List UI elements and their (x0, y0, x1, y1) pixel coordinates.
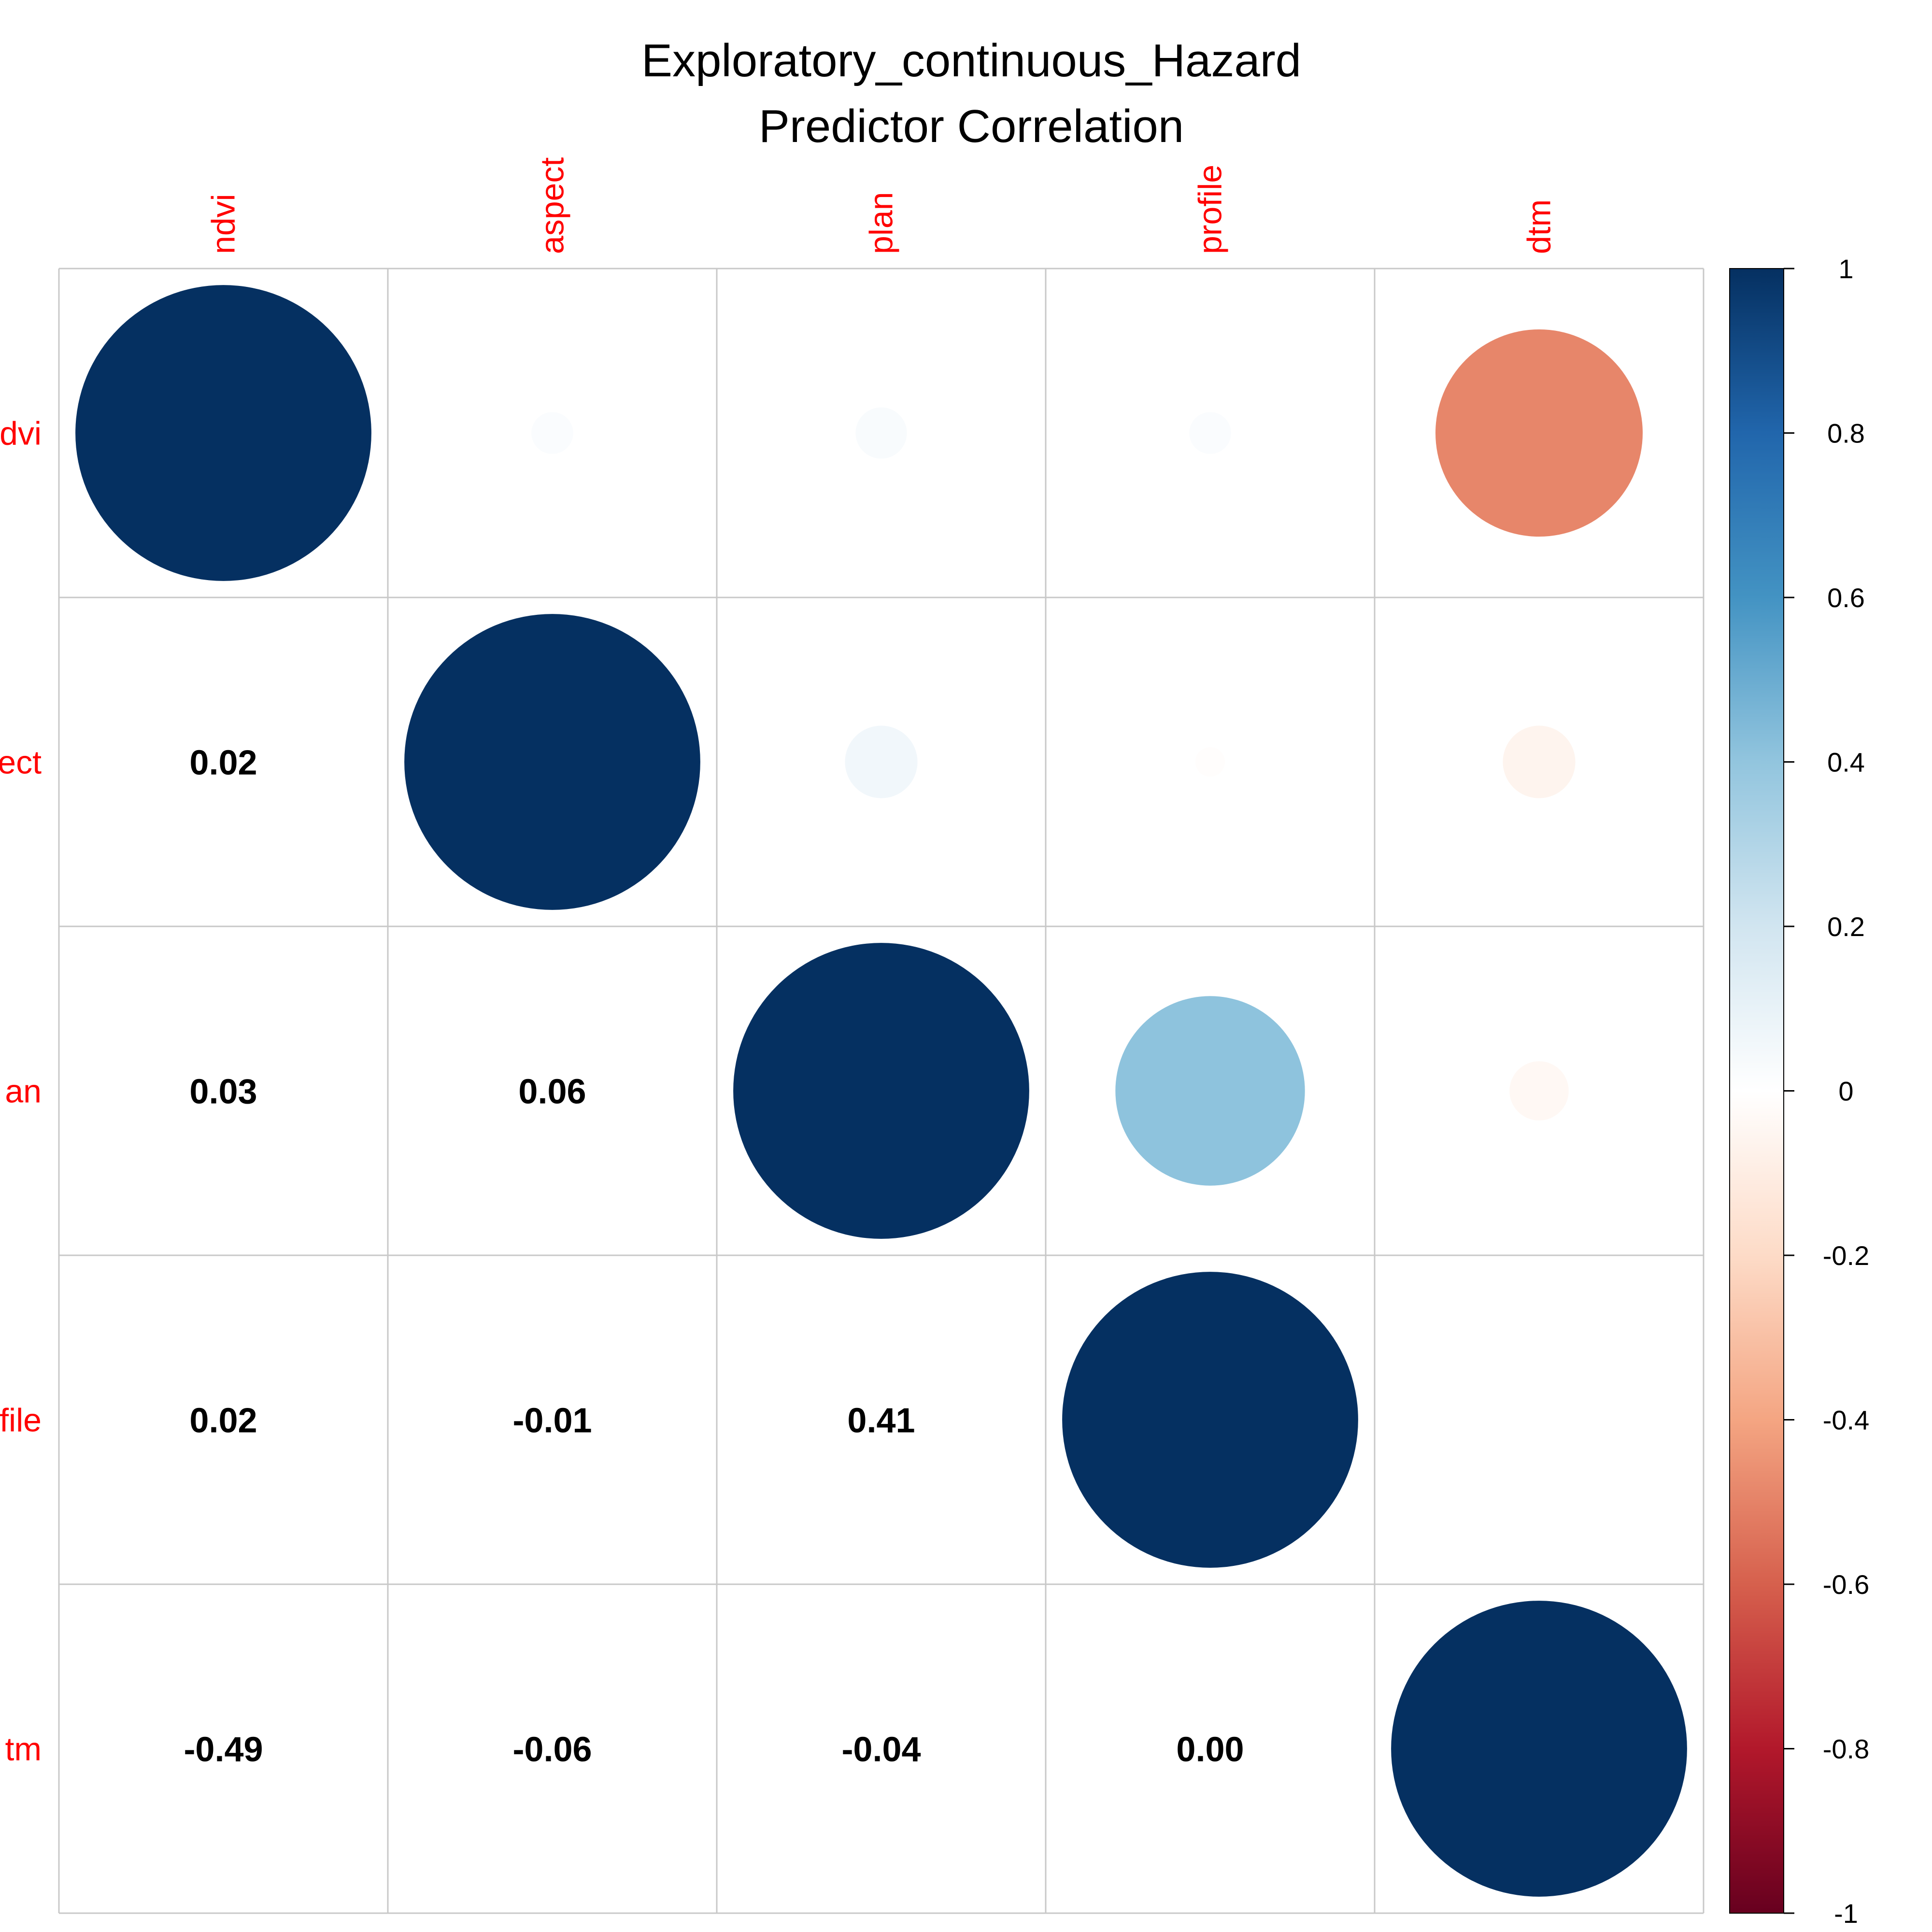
correlation-circle-ndvi-ndvi (75, 285, 371, 581)
colorbar-tick-label: 0.8 (1827, 418, 1865, 449)
colorbar-tick-label: -1 (1834, 1898, 1858, 1929)
correlation-value-dtm-ndvi: -0.49 (184, 1731, 263, 1769)
row-label-dtm: tm (5, 1731, 42, 1768)
correlation-value-profile-aspect: -0.01 (512, 1402, 592, 1440)
row-label-aspect: ect (0, 744, 42, 781)
correlation-circle-ndvi-plan (855, 407, 907, 459)
row-label-profile: file (0, 1402, 42, 1439)
chart-title: Exploratory_continuous_Hazard (641, 35, 1301, 86)
axis-labels: ndvi aspect plan profile dtm dvi ect an file tm (0, 157, 1558, 1768)
correlation-circle-dtm-dtm (1391, 1601, 1687, 1897)
colorbar-tick-label: -0.4 (1823, 1405, 1870, 1435)
colorbar-tick-label: 0.2 (1827, 911, 1865, 942)
colorbar-tick-label: -0.8 (1823, 1734, 1870, 1764)
correlation-circle-aspect-aspect (404, 614, 700, 910)
column-label-dtm: dtm (1521, 199, 1558, 254)
colorbar-tick-label: 0 (1838, 1076, 1853, 1107)
correlation-circle-ndvi-dtm (1435, 329, 1643, 537)
row-label-ndvi: dvi (0, 415, 42, 452)
correlation-circle-plan-plan (733, 943, 1029, 1239)
correlation-circle-aspect-profile (1195, 747, 1225, 777)
correlation-circle-ndvi-profile (1189, 412, 1231, 454)
correlation-grid (58, 268, 1705, 1914)
column-label-ndvi: ndvi (205, 194, 242, 254)
correlation-circle-aspect-plan (845, 725, 918, 798)
row-label-plan: an (5, 1073, 42, 1110)
colorbar-tick-label: 1 (1838, 254, 1853, 284)
correlation-value-profile-ndvi: 0.02 (189, 1402, 257, 1440)
correlation-value-aspect-ndvi: 0.02 (189, 744, 257, 782)
correlation-value-dtm-profile: 0.00 (1176, 1731, 1244, 1769)
correlation-value-dtm-plan: -0.04 (841, 1731, 921, 1769)
column-label-aspect: aspect (534, 157, 571, 254)
correlation-circle-ndvi-aspect (531, 412, 573, 454)
colorbar-tick-label: 0.4 (1827, 747, 1865, 778)
colorbar-tick-label: 0.6 (1827, 582, 1865, 613)
correlation-circle-aspect-dtm (1503, 725, 1576, 798)
column-label-profile: profile (1192, 165, 1229, 254)
correlation-circle-plan-dtm (1509, 1061, 1569, 1121)
correlation-marks: 0.02 0.03 0.06 0.02 -0.01 0.41 -0.49 -0.06 -0.04… (75, 285, 1687, 1897)
colorbar-tick-label: -0.2 (1823, 1240, 1870, 1271)
correlation-value-plan-aspect: 0.06 (518, 1073, 586, 1111)
chart-subtitle: Predictor Correlation (759, 100, 1184, 152)
correlation-value-dtm-aspect: -0.06 (512, 1731, 592, 1769)
correlation-value-plan-ndvi: 0.03 (189, 1073, 257, 1111)
column-label-plan: plan (863, 192, 900, 254)
colorbar: 1 0.8 0.6 0.4 0.2 0 -0.2 -0.4 -0.6 -0.8 -1 (1729, 254, 1870, 1929)
correlation-circle-plan-profile (1115, 996, 1305, 1186)
colorbar-tick-label: -0.6 (1823, 1569, 1870, 1600)
colorbar-gradient (1729, 268, 1784, 1914)
correlation-value-profile-plan: 0.41 (847, 1402, 915, 1440)
correlation-circle-profile-profile (1062, 1272, 1358, 1568)
